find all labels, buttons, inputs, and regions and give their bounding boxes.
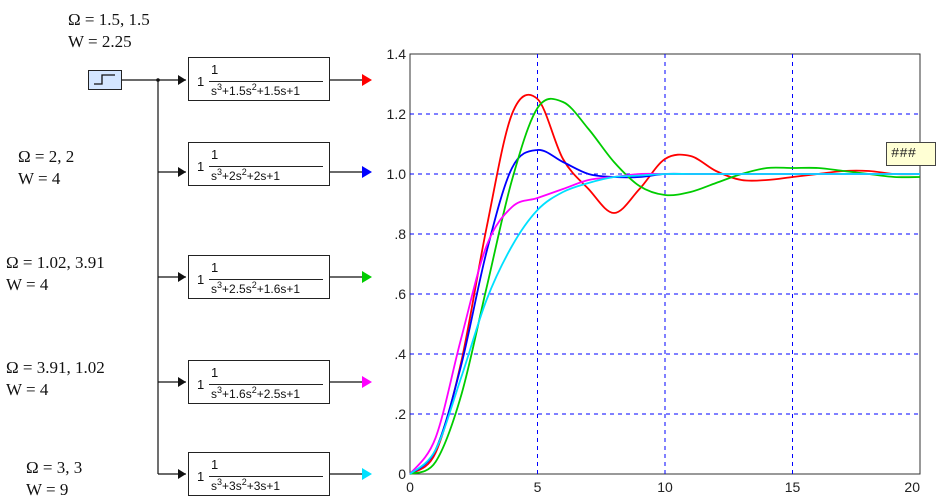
x-tick-label: 10 xyxy=(657,479,673,495)
y-tick-label: 0 xyxy=(398,466,406,482)
signal-wires xyxy=(122,74,372,480)
tf-numerator: 1 xyxy=(211,365,219,380)
tf-denominator: s3+1.6s2+2.5s+1 xyxy=(211,385,301,401)
fraction-bar xyxy=(209,166,323,167)
param-label-4: Ω = 3.91, 1.02 W = 4 xyxy=(6,357,105,401)
fraction-bar xyxy=(209,279,323,280)
tf-gain: 1 xyxy=(197,159,205,174)
input-arrow-1 xyxy=(178,75,186,85)
input-arrow-2 xyxy=(178,167,186,177)
w-value: W = 4 xyxy=(6,380,49,399)
tf-gain: 1 xyxy=(197,74,205,89)
transfer-function-block-5[interactable]: 1 1 s3+3s2+3s+1 xyxy=(188,452,330,496)
tf-denominator: s3+1.5s2+1.5s+1 xyxy=(211,82,301,98)
transfer-function-block-2[interactable]: 1 1 s3+2s2+2s+1 xyxy=(188,142,330,186)
w-value: W = 2.25 xyxy=(68,32,132,51)
input-arrow-5 xyxy=(178,469,186,479)
x-tick-label: 5 xyxy=(534,479,542,495)
fraction-bar xyxy=(209,81,323,82)
x-tick-label: 15 xyxy=(785,479,801,495)
x-tick-label: 20 xyxy=(904,479,920,495)
tf-denominator: s3+2.5s2+1.6s+1 xyxy=(211,280,301,296)
transfer-function-block-4[interactable]: 1 1 s3+1.6s2+2.5s+1 xyxy=(188,360,330,404)
value-overflow-display: ### xyxy=(886,142,936,166)
tf-numerator: 1 xyxy=(211,147,219,162)
series-line-5 xyxy=(409,173,920,475)
y-tick-label: .8 xyxy=(394,226,406,242)
step-icon xyxy=(94,74,115,85)
y-tick-label: 1.2 xyxy=(387,106,407,122)
series-line-3 xyxy=(409,97,921,475)
omega-value: Ω = 1.02, 3.91 xyxy=(6,253,105,272)
y-tick-label: 1.0 xyxy=(387,166,407,182)
tf-numerator: 1 xyxy=(211,62,219,77)
y-tick-label: 1.4 xyxy=(387,46,407,62)
y-tick-label: .6 xyxy=(394,286,406,302)
param-label-1: Ω = 1.5, 1.5 W = 2.25 xyxy=(68,9,150,53)
w-value: W = 4 xyxy=(18,169,61,188)
transfer-function-block-3[interactable]: 1 1 s3+2.5s2+1.6s+1 xyxy=(188,255,330,299)
tf-numerator: 1 xyxy=(211,457,219,472)
input-arrow-3 xyxy=(178,272,186,282)
output-arrow-3 xyxy=(362,271,372,283)
tf-denominator: s3+3s2+3s+1 xyxy=(211,477,281,493)
omega-value: Ω = 2, 2 xyxy=(18,147,75,166)
transfer-function-block-1[interactable]: 1 1 s3+1.5s2+1.5s+1 xyxy=(188,57,330,101)
fraction-bar xyxy=(209,384,323,385)
w-value: W = 9 xyxy=(26,480,69,499)
series-line-1 xyxy=(409,93,921,475)
omega-value: Ω = 3, 3 xyxy=(26,458,83,477)
tf-denominator: s3+2s2+2s+1 xyxy=(211,167,281,183)
input-arrow-4 xyxy=(178,377,186,387)
param-label-5: Ω = 3, 3 W = 9 xyxy=(26,457,82,501)
omega-value: Ω = 1.5, 1.5 xyxy=(68,10,150,29)
output-arrows xyxy=(362,74,372,480)
step-response-plot[interactable]: 0 .2 .4 .6 .8 1.0 1.2 1.4 0 5 10 15 20 xyxy=(370,40,930,504)
tf-numerator: 1 xyxy=(211,260,219,275)
block-diagram: Ω = 1.5, 1.5 W = 2.25 Ω = 2, 2 W = 4 Ω =… xyxy=(0,0,380,504)
output-arrow-1 xyxy=(362,74,372,86)
w-value: W = 4 xyxy=(6,275,49,294)
param-label-2: Ω = 2, 2 W = 4 xyxy=(18,146,74,190)
fraction-bar xyxy=(209,476,323,477)
step-source-block[interactable] xyxy=(88,70,122,90)
tf-gain: 1 xyxy=(197,272,205,287)
branch-junction-dot xyxy=(156,78,160,82)
tf-gain: 1 xyxy=(197,377,205,392)
output-arrow-5 xyxy=(362,468,372,480)
y-tick-label: .2 xyxy=(394,406,406,422)
output-arrow-2 xyxy=(362,166,372,178)
param-label-3: Ω = 1.02, 3.91 W = 4 xyxy=(6,252,105,296)
tf-gain: 1 xyxy=(197,469,205,484)
omega-value: Ω = 3.91, 1.02 xyxy=(6,358,105,377)
output-arrow-4 xyxy=(362,376,372,388)
y-tick-label: .4 xyxy=(394,346,406,362)
x-tick-label: 0 xyxy=(406,479,414,495)
